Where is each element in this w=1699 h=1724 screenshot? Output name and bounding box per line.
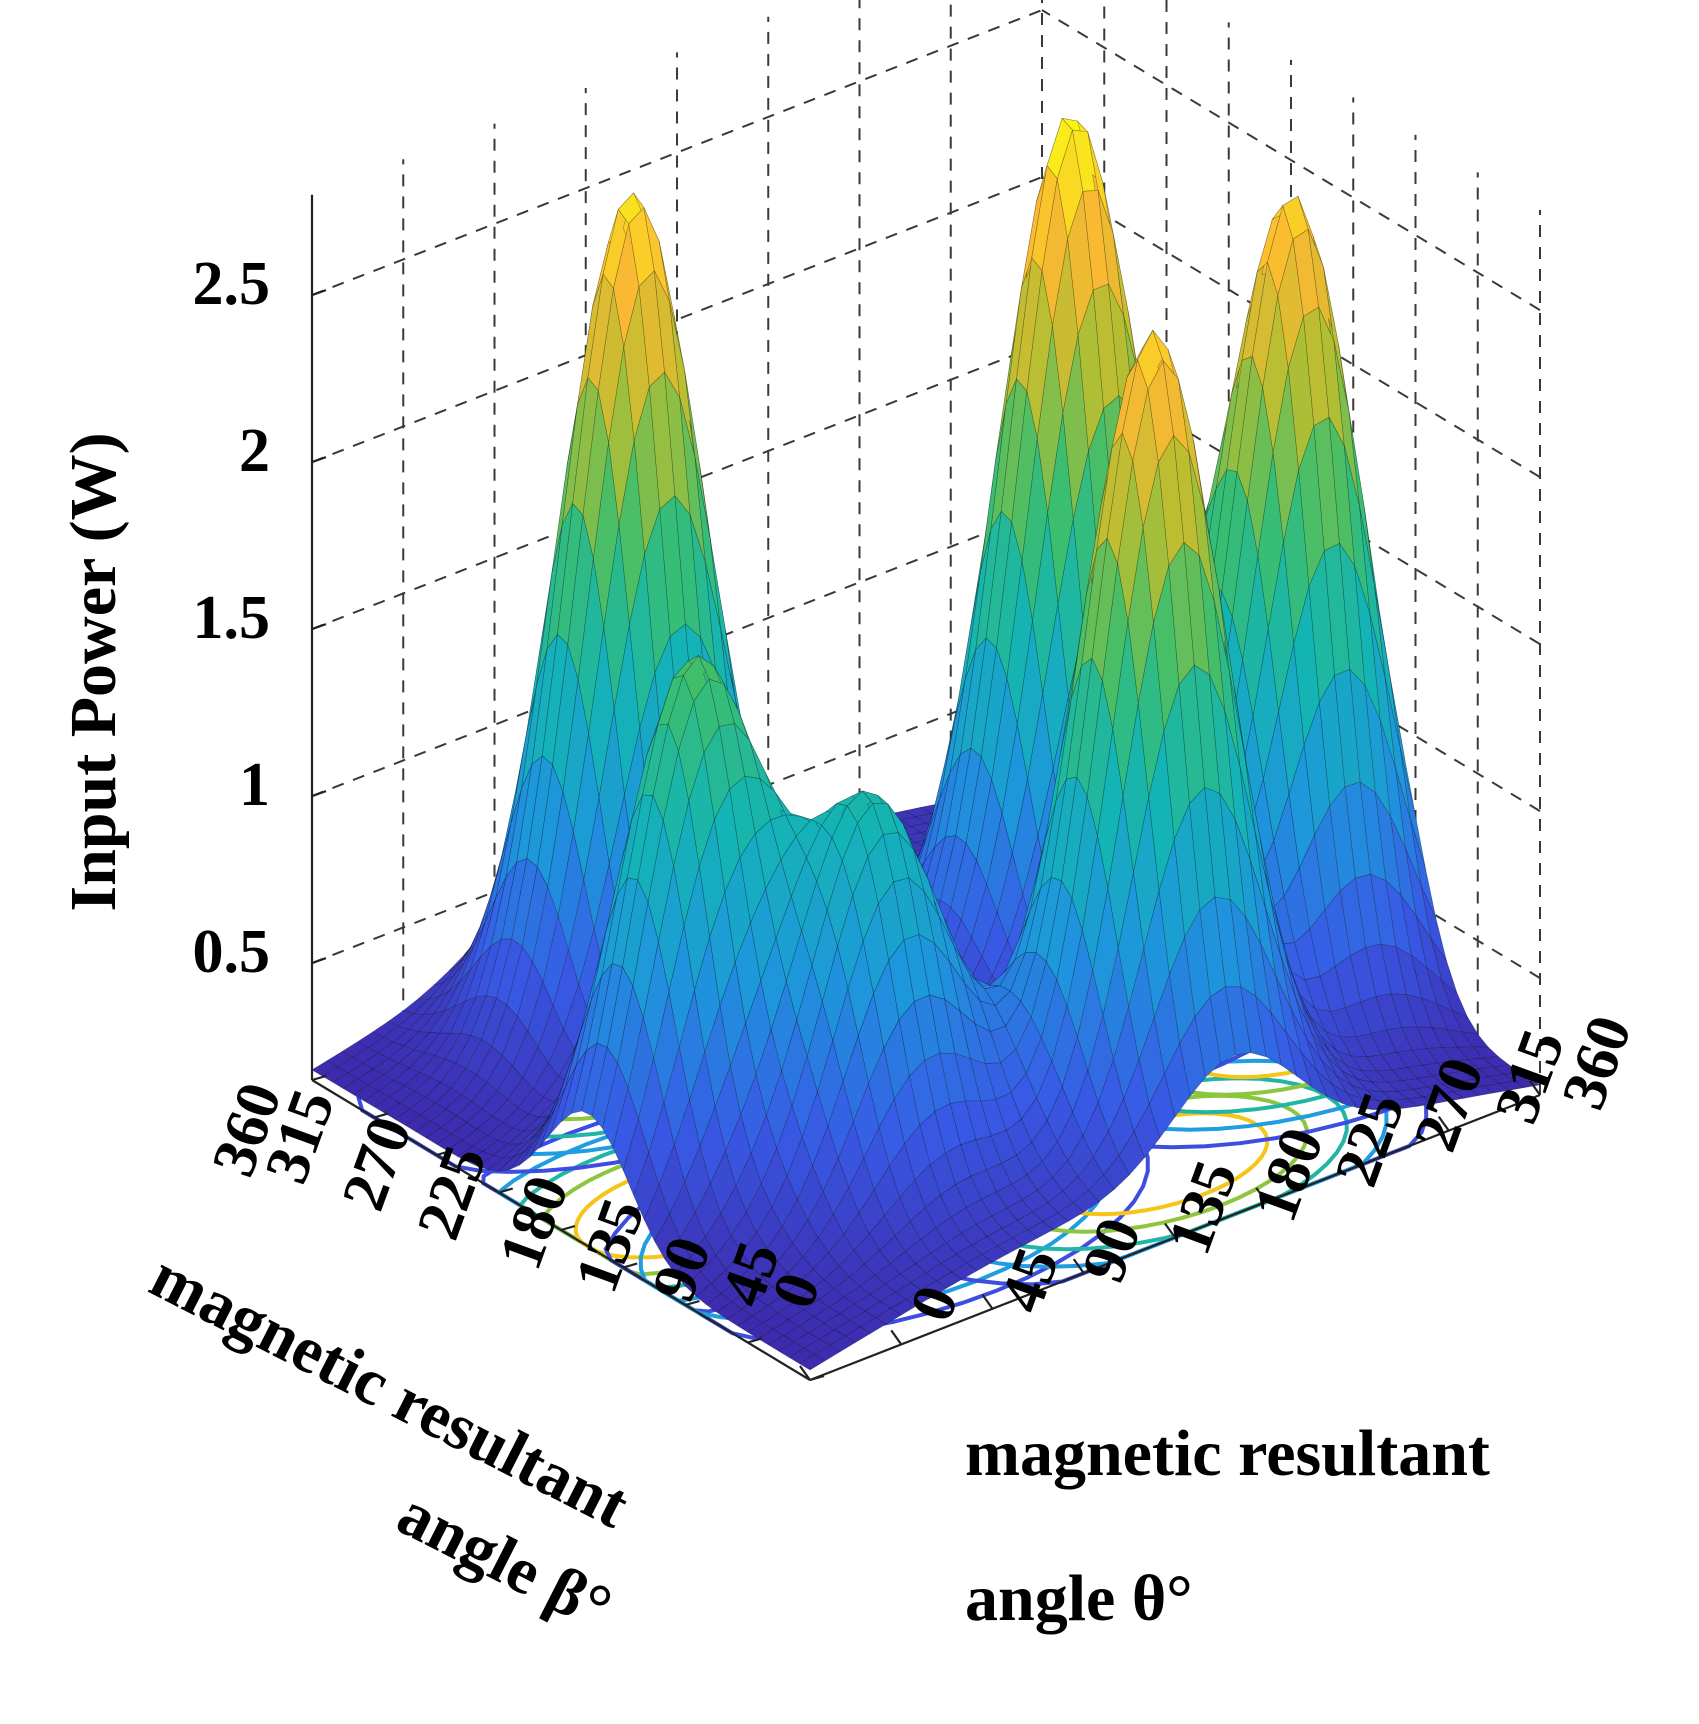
theta-tick-mark (799, 1365, 811, 1381)
beta-tick-mark (685, 1299, 700, 1307)
beta-tick-mark (622, 1262, 638, 1269)
z-tick-label: 0.5 (193, 918, 271, 986)
theta-tick-label: 180 (1241, 1119, 1337, 1230)
z-tick-label: 2.5 (193, 250, 271, 318)
z-tick-mark (311, 289, 327, 297)
theta-tick-mark (1529, 1080, 1541, 1096)
theta-tick-label: 360 (1549, 1007, 1645, 1118)
theta-tick-mark (1437, 1115, 1450, 1132)
beta-tick-mark (311, 1074, 327, 1082)
z-tick-mark (311, 623, 327, 631)
theta-tick-mark (1072, 1258, 1085, 1274)
theta-tick-mark (1346, 1151, 1359, 1167)
beta-tick-mark (809, 1374, 825, 1382)
theta-tick-label: 135 (1155, 1152, 1251, 1263)
surface-cell (1410, 820, 1437, 920)
surface-cell (1431, 938, 1458, 994)
surface-mesh (311, 117, 1541, 1371)
z-tick-mark (311, 790, 327, 798)
z-axis-title: Input Power (W) (57, 432, 130, 911)
theta-tick-mark (1255, 1187, 1268, 1203)
surface-cell (1482, 1056, 1510, 1068)
z-tick-mark (311, 456, 327, 464)
grid-line (1041, 9, 1541, 311)
beta-tick-mark (373, 1112, 389, 1119)
beta-tick-mark (498, 1187, 514, 1194)
beta-tick-mark (436, 1149, 451, 1157)
theta-tick-mark (1164, 1222, 1176, 1239)
theta-axis-title-line2: angle θ° (965, 1562, 1193, 1635)
beta-tick-mark (560, 1224, 576, 1232)
theta-tick-mark (981, 1294, 994, 1310)
surface-cell (1400, 748, 1427, 871)
beta-axis-title-line1: magnetic resultant (139, 1239, 640, 1542)
theta-axis-title-line1: magnetic resultant (965, 1417, 1490, 1490)
z-tick-labels: 0.5 1 1.5 2 2.5 (193, 250, 271, 986)
axes (310, 194, 1541, 1382)
z-tick-label: 1.5 (193, 584, 271, 652)
z-tick-label: 1 (239, 751, 270, 819)
theta-tick-mark (890, 1329, 903, 1346)
z-tick-mark (311, 957, 327, 965)
beta-tick-mark (747, 1337, 763, 1344)
z-tick-label: 2 (239, 417, 270, 485)
